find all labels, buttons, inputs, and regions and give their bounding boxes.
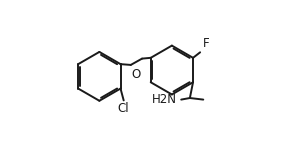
Text: F: F xyxy=(203,37,209,50)
Text: O: O xyxy=(132,68,141,81)
Text: Cl: Cl xyxy=(118,102,129,115)
Text: H2N: H2N xyxy=(152,93,177,106)
